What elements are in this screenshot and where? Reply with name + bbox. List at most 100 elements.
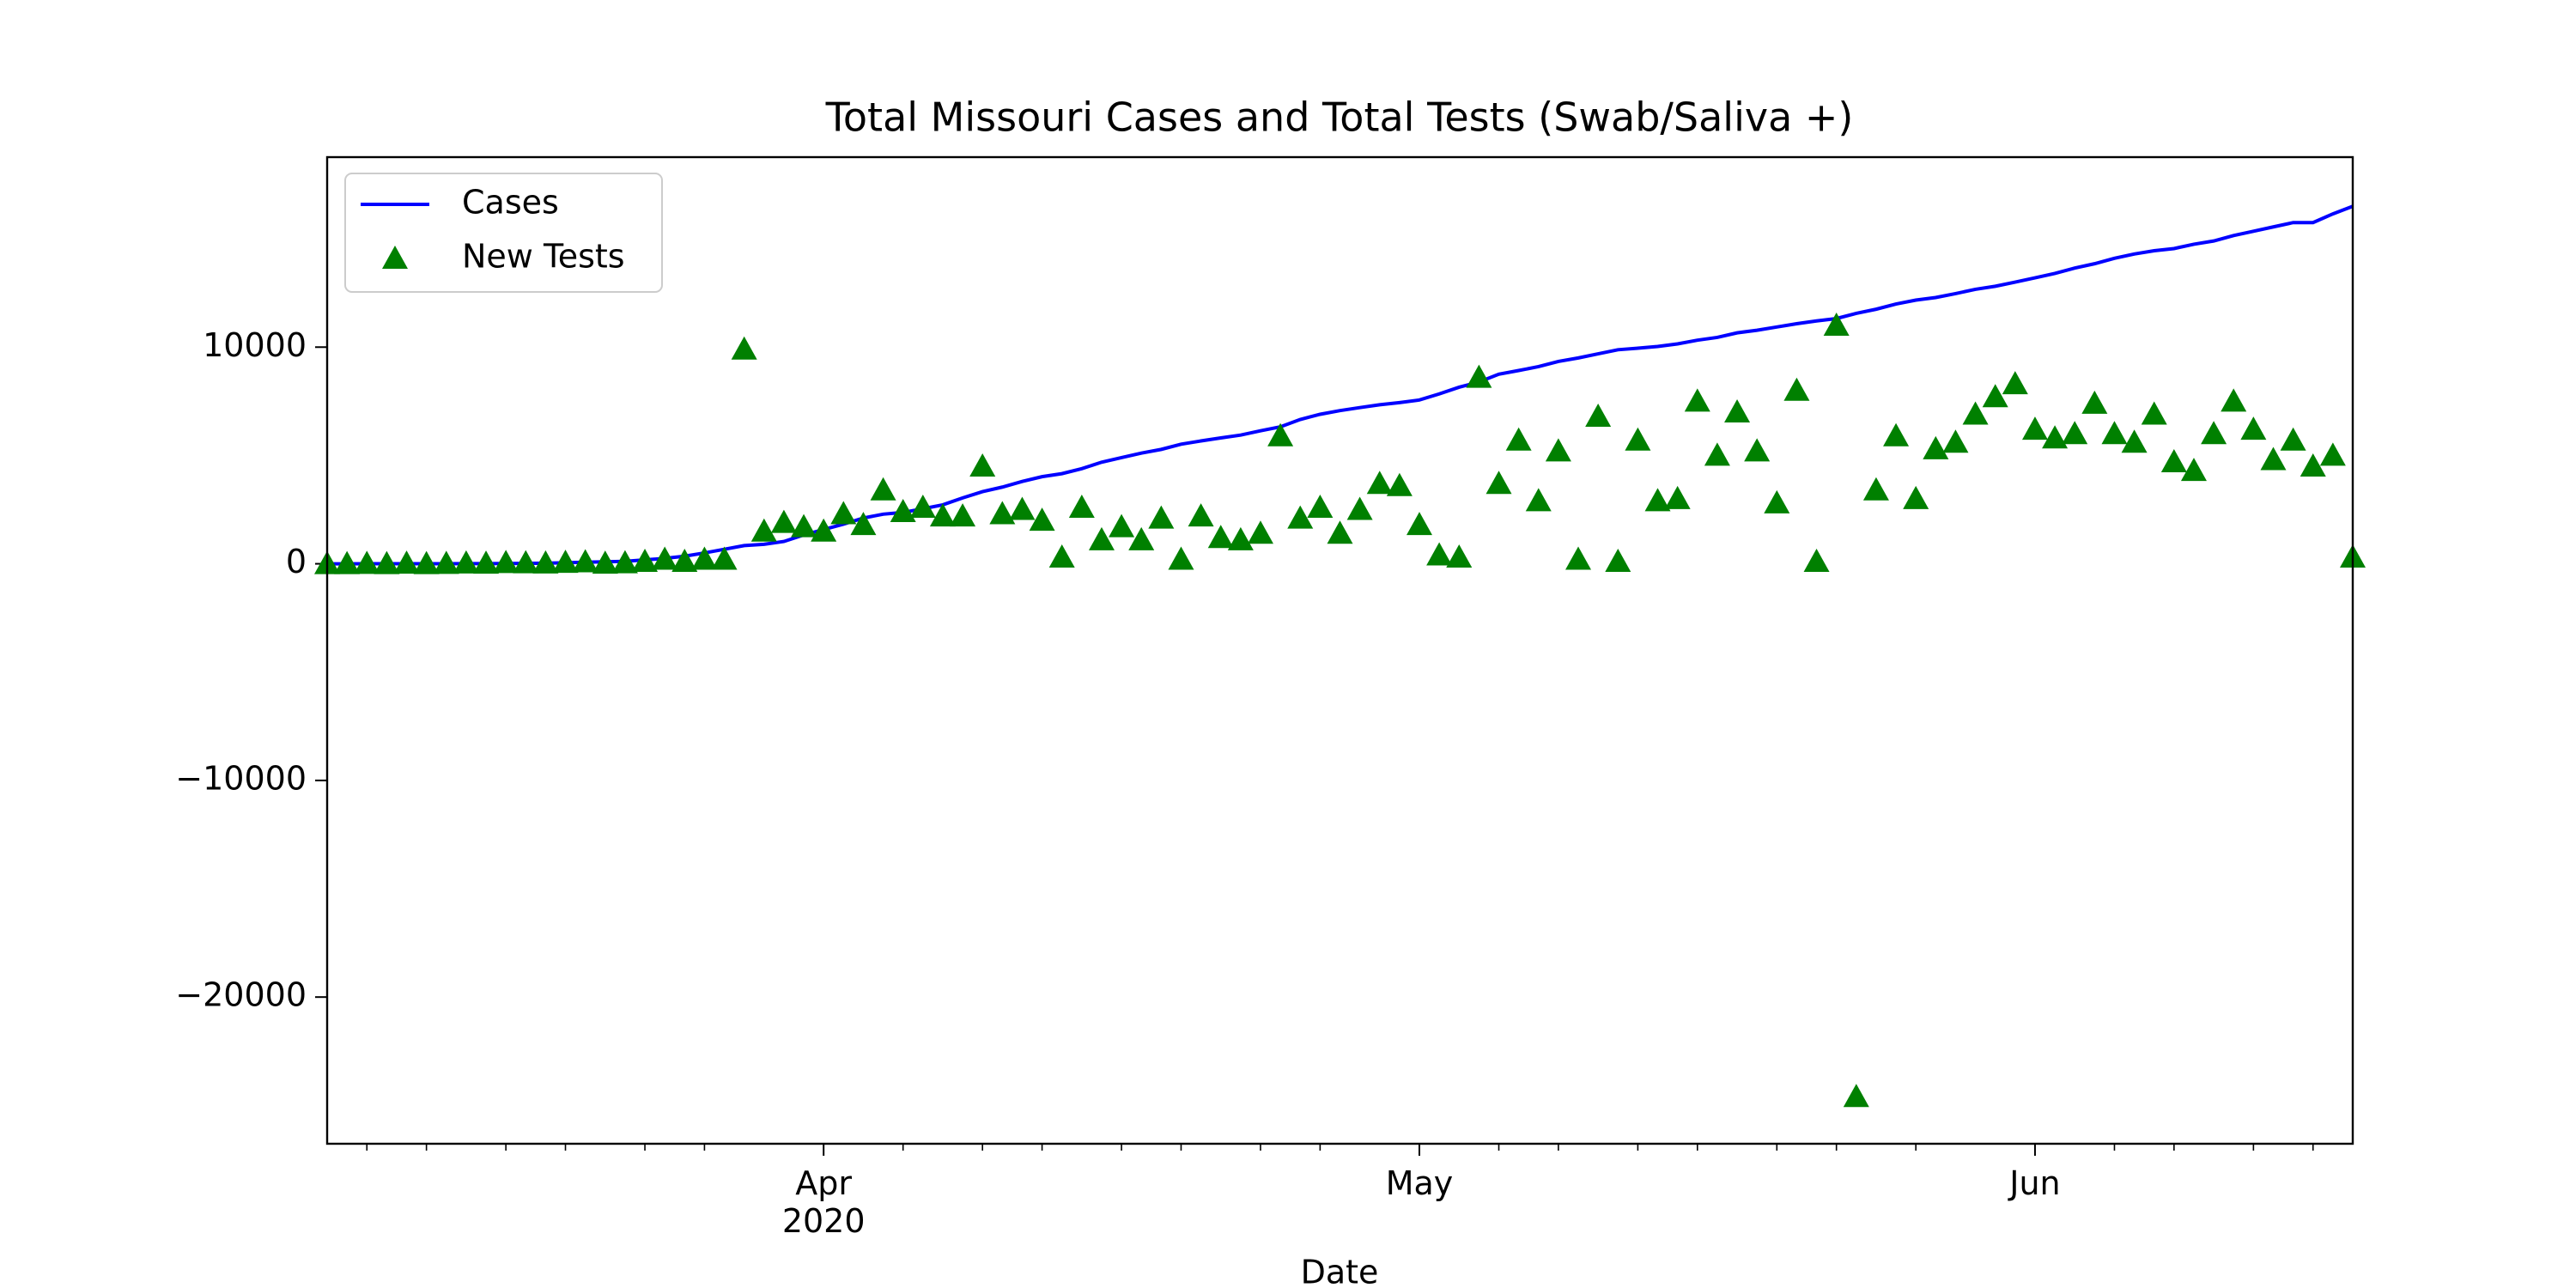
test-marker (1148, 505, 1175, 529)
test-marker (1227, 526, 1254, 550)
x-tick-label: May (1386, 1164, 1454, 1202)
test-marker (652, 546, 678, 570)
test-marker (1366, 471, 1393, 495)
test-marker (611, 550, 638, 574)
test-marker (2042, 425, 2069, 449)
test-marker (850, 512, 877, 536)
test-marker (1485, 471, 1512, 495)
test-marker (1605, 549, 1631, 573)
test-marker (1644, 488, 1671, 512)
test-marker (830, 501, 857, 525)
test-marker (1128, 526, 1155, 550)
test-marker (1466, 364, 1492, 388)
test-marker (632, 549, 659, 573)
legend-label: Cases (462, 184, 559, 222)
test-marker (572, 549, 598, 573)
test-marker (2062, 421, 2088, 445)
chart-title: Total Missouri Cases and Total Tests (Sw… (825, 94, 1854, 141)
test-marker (1505, 427, 1532, 451)
test-marker (2280, 427, 2306, 451)
test-marker (1346, 496, 1373, 520)
test-marker (2121, 429, 2148, 453)
test-marker (453, 550, 479, 574)
test-marker (1267, 422, 1294, 447)
test-marker (374, 550, 400, 574)
test-marker (2141, 401, 2167, 425)
test-marker (1386, 472, 1413, 496)
plot-frame (325, 155, 2354, 1145)
test-marker (890, 499, 916, 523)
test-marker (1862, 477, 1889, 501)
test-marker (1188, 503, 1214, 527)
test-marker (1545, 438, 1571, 462)
test-marker (1783, 377, 1810, 401)
test-marker (1068, 494, 1095, 518)
test-marker (1684, 388, 1710, 412)
test-marker (1585, 404, 1612, 428)
test-marker (969, 453, 996, 477)
test-marker (770, 509, 797, 533)
test-marker (1565, 546, 1592, 570)
test-marker (393, 550, 420, 574)
test-marker (1982, 384, 2008, 408)
y-tick-label: 0 (286, 543, 307, 580)
y-tick-label: −10000 (175, 759, 307, 797)
test-marker (2300, 453, 2326, 477)
test-marker (592, 550, 618, 574)
test-marker (1903, 485, 1929, 509)
legend-marker (382, 246, 408, 269)
test-marker (493, 550, 519, 574)
y-tick-label: −20000 (175, 976, 307, 1014)
test-marker (950, 503, 976, 527)
test-marker (1009, 496, 1036, 520)
test-marker (2160, 448, 2187, 472)
test-marker (1843, 1084, 1869, 1108)
x-axis-label: Date (1301, 1254, 1379, 1288)
test-marker (1247, 520, 1273, 544)
test-marker (1168, 546, 1194, 570)
test-marker (1525, 488, 1552, 512)
test-marker (2240, 416, 2267, 440)
test-marker (532, 550, 559, 574)
test-marker (1724, 398, 1751, 422)
test-marker (1625, 427, 1651, 451)
test-marker (1962, 401, 1989, 425)
y-tick-label: 10000 (203, 326, 307, 364)
test-marker (929, 503, 956, 527)
test-marker (1764, 489, 1790, 513)
test-marker (1803, 549, 1830, 573)
test-marker (552, 550, 579, 574)
test-marker (909, 494, 936, 518)
test-marker (354, 550, 380, 574)
test-marker (989, 501, 1016, 525)
test-marker (1823, 313, 1850, 337)
test-marker (2021, 416, 2048, 440)
test-marker (1029, 507, 1055, 532)
test-marker (731, 336, 757, 360)
x-tick-label: Jun (2008, 1164, 2060, 1202)
test-marker (2201, 421, 2227, 445)
test-marker (791, 513, 817, 538)
test-marker (2319, 442, 2346, 466)
test-marker (433, 550, 459, 574)
test-marker (750, 518, 777, 542)
test-marker (413, 550, 440, 574)
test-marker (691, 546, 718, 570)
test-marker (1207, 525, 1234, 549)
test-marker (1109, 513, 1135, 538)
test-marker (1307, 494, 1334, 518)
test-marker (1287, 505, 1314, 529)
test-marker (2221, 388, 2247, 412)
test-marker (1664, 485, 1691, 509)
test-marker (1744, 438, 1771, 462)
test-marker (1883, 422, 1910, 447)
test-marker (1426, 542, 1453, 566)
test-marker (2260, 447, 2287, 471)
legend-label: New Tests (462, 238, 625, 276)
test-marker (2002, 371, 2028, 395)
test-marker (473, 550, 500, 574)
test-marker (711, 546, 738, 570)
test-marker (2101, 421, 2128, 445)
test-marker (1406, 512, 1433, 536)
